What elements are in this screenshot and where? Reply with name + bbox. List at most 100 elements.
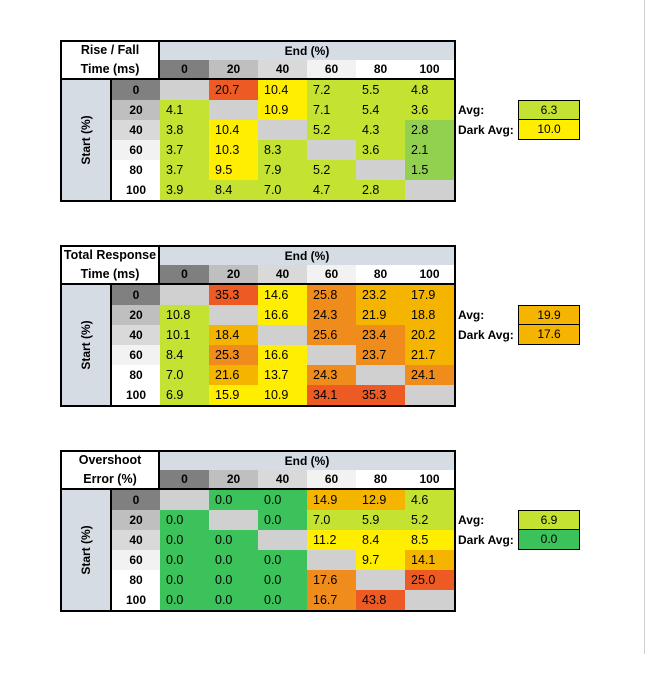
table-cell: 8.4 bbox=[209, 180, 258, 200]
table-cell: 5.2 bbox=[307, 160, 356, 180]
table-cell: 23.4 bbox=[356, 325, 405, 345]
row-header-20: 20 bbox=[110, 510, 160, 530]
table-cell: 35.3 bbox=[209, 285, 258, 305]
table-cell: 10.9 bbox=[258, 100, 307, 120]
table-cell: 16.6 bbox=[258, 345, 307, 365]
table-cell: 7.0 bbox=[307, 510, 356, 530]
start-axis-label: Start (%) bbox=[79, 115, 93, 165]
table-cell bbox=[307, 140, 356, 160]
row-header-40: 40 bbox=[110, 120, 160, 140]
table-cell bbox=[356, 365, 405, 385]
table-cell: 4.1 bbox=[160, 100, 209, 120]
table-cell: 25.6 bbox=[307, 325, 356, 345]
table-cell: 0.0 bbox=[209, 550, 258, 570]
table-cell: 3.8 bbox=[160, 120, 209, 140]
col-header-20: 20 bbox=[209, 470, 258, 490]
table-cell: 9.5 bbox=[209, 160, 258, 180]
col-header-100: 100 bbox=[405, 60, 454, 80]
row-header-20: 20 bbox=[110, 305, 160, 325]
table-right-border bbox=[454, 60, 456, 202]
row-header-80: 80 bbox=[110, 570, 160, 590]
table-cell: 20.7 bbox=[209, 80, 258, 100]
col-header-100: 100 bbox=[405, 265, 454, 285]
table-cell: 25.3 bbox=[209, 345, 258, 365]
table-cell: 15.9 bbox=[209, 385, 258, 405]
table-block-0: Rise / Fall Time (ms) End (%) 0 20 40 60 80 100 S… bbox=[60, 40, 580, 208]
col-header-100: 100 bbox=[405, 470, 454, 490]
table-cell: 8.4 bbox=[160, 345, 209, 365]
table-cell: 24.3 bbox=[307, 305, 356, 325]
end-axis-header: End (%) bbox=[160, 245, 456, 265]
table-right-border bbox=[454, 265, 456, 407]
row-header-0: 0 bbox=[110, 285, 160, 305]
table-cell: 9.7 bbox=[356, 550, 405, 570]
table-cell: 3.9 bbox=[160, 180, 209, 200]
table-cell: 10.9 bbox=[258, 385, 307, 405]
table-cell: 24.1 bbox=[405, 365, 454, 385]
dark-avg-value: 10.0 bbox=[518, 120, 580, 140]
table-title-line1: Total Response bbox=[63, 248, 157, 262]
table-title-line1: Rise / Fall bbox=[80, 43, 140, 57]
table-cell: 0.0 bbox=[209, 530, 258, 550]
avg-value: 19.9 bbox=[518, 305, 580, 325]
row-header-60: 60 bbox=[110, 550, 160, 570]
table-title-line2: Time (ms) bbox=[80, 62, 140, 76]
table-cell bbox=[307, 345, 356, 365]
table-cell: 5.4 bbox=[356, 100, 405, 120]
table-cell: 4.7 bbox=[307, 180, 356, 200]
table-cell: 8.4 bbox=[356, 530, 405, 550]
table-cell: 10.4 bbox=[209, 120, 258, 140]
table-cell: 10.3 bbox=[209, 140, 258, 160]
table-cell: 0.0 bbox=[258, 590, 307, 610]
table-cell: 11.2 bbox=[307, 530, 356, 550]
table-cell: 5.5 bbox=[356, 80, 405, 100]
table-cell: 21.7 bbox=[405, 345, 454, 365]
table-cell: 43.8 bbox=[356, 590, 405, 610]
start-axis-label: Start (%) bbox=[79, 320, 93, 370]
table-cell: 21.9 bbox=[356, 305, 405, 325]
table-title: Overshoot Error (%) bbox=[60, 450, 160, 490]
col-header-20: 20 bbox=[209, 60, 258, 80]
table-cell: 18.8 bbox=[405, 305, 454, 325]
end-axis-header: End (%) bbox=[160, 450, 456, 470]
table-cell: 7.0 bbox=[160, 365, 209, 385]
start-axis-header: Start (%) bbox=[60, 490, 110, 612]
col-header-20: 20 bbox=[209, 265, 258, 285]
table-cell: 12.9 bbox=[356, 490, 405, 510]
table-right-border bbox=[454, 470, 456, 612]
table-cell bbox=[258, 530, 307, 550]
table-cell: 14.9 bbox=[307, 490, 356, 510]
start-axis-header: Start (%) bbox=[60, 285, 110, 407]
dark-avg-label: Dark Avg: bbox=[458, 533, 514, 547]
table-cell: 25.8 bbox=[307, 285, 356, 305]
table-cell: 3.6 bbox=[356, 140, 405, 160]
avg-value: 6.9 bbox=[518, 510, 580, 530]
table-cell: 17.6 bbox=[307, 570, 356, 590]
table-cell: 2.8 bbox=[356, 180, 405, 200]
dark-avg-label: Dark Avg: bbox=[458, 328, 514, 342]
table-cell bbox=[258, 120, 307, 140]
table-cell: 34.1 bbox=[307, 385, 356, 405]
table-cell: 4.8 bbox=[405, 80, 454, 100]
sheet-edge-line bbox=[644, 0, 645, 654]
table-cell: 1.5 bbox=[405, 160, 454, 180]
table-cell: 5.2 bbox=[307, 120, 356, 140]
table-cell: 23.7 bbox=[356, 345, 405, 365]
dark-avg-label: Dark Avg: bbox=[458, 123, 514, 137]
table-block-1: Total Response Time (ms) End (%) 0 20 40 60 80 1… bbox=[60, 245, 580, 413]
table-cell: 18.4 bbox=[209, 325, 258, 345]
avg-label: Avg: bbox=[458, 513, 485, 527]
table-cell: 5.2 bbox=[405, 510, 454, 530]
table-cell: 10.8 bbox=[160, 305, 209, 325]
table-cell: 8.3 bbox=[258, 140, 307, 160]
col-header-60: 60 bbox=[307, 60, 356, 80]
table-cell: 16.6 bbox=[258, 305, 307, 325]
col-header-60: 60 bbox=[307, 265, 356, 285]
row-header-40: 40 bbox=[110, 325, 160, 345]
col-header-0: 0 bbox=[160, 470, 209, 490]
table-cell: 16.7 bbox=[307, 590, 356, 610]
col-header-40: 40 bbox=[258, 470, 307, 490]
table-cell bbox=[258, 325, 307, 345]
table-title-line2: Time (ms) bbox=[80, 267, 140, 281]
table-cell: 14.6 bbox=[258, 285, 307, 305]
